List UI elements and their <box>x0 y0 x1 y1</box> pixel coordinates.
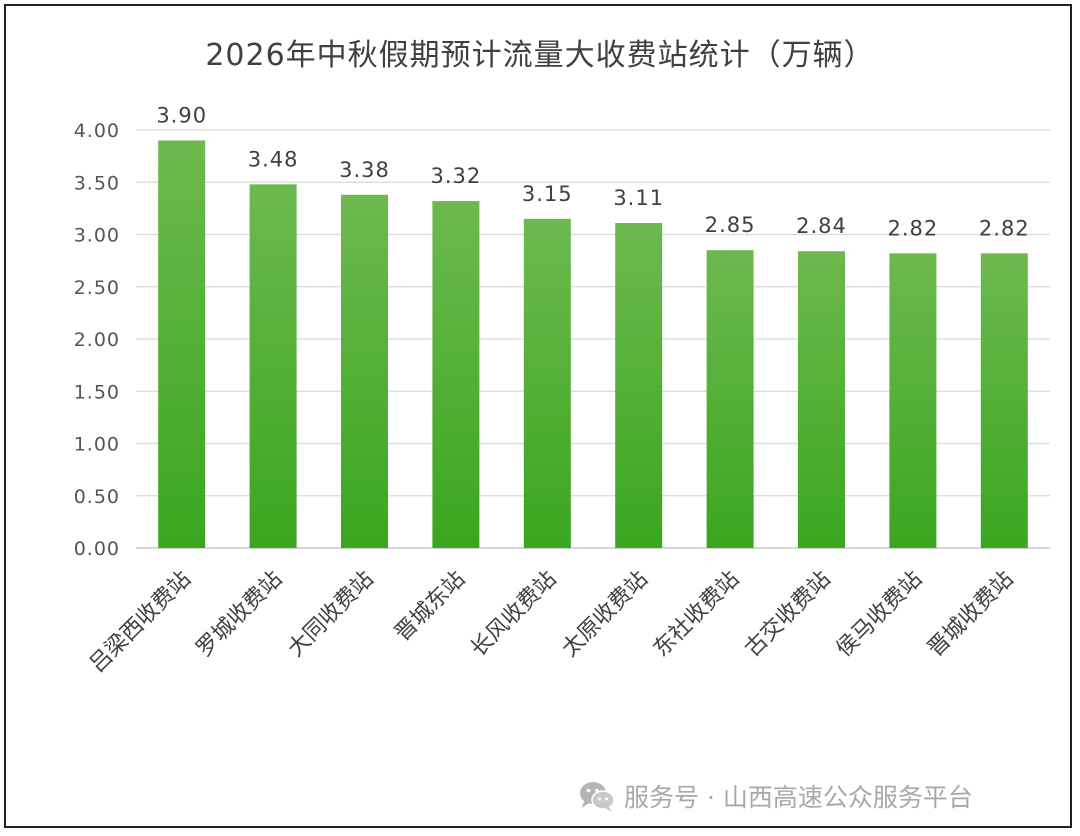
bar <box>889 253 937 548</box>
bars <box>158 140 1028 549</box>
bar <box>432 201 480 548</box>
y-tick-label: 3.00 <box>74 225 120 247</box>
y-tick-label: 1.00 <box>74 434 120 456</box>
watermark: 服务号 · 山西高速公众服务平台 <box>578 776 973 816</box>
data-label: 3.48 <box>248 147 299 171</box>
bar <box>706 250 754 549</box>
data-label: 3.15 <box>522 182 573 206</box>
y-tick-label: 1.50 <box>74 381 120 403</box>
bar <box>798 251 845 548</box>
category-label: 古交收费站 <box>740 567 835 662</box>
chart-title: 2026年中秋假期预计流量大收费站统计（万辆） <box>205 38 875 73</box>
data-label: 3.38 <box>339 158 390 182</box>
category-label: 东社收费站 <box>649 567 744 662</box>
category-label: 太原收费站 <box>557 567 652 662</box>
bar <box>615 223 663 548</box>
bar <box>341 194 388 549</box>
data-label: 3.11 <box>613 186 664 210</box>
data-label: 3.90 <box>156 103 207 127</box>
y-tick-label: 2.50 <box>74 277 120 299</box>
data-label: 2.84 <box>796 214 847 238</box>
bar <box>249 184 297 548</box>
data-label: 2.85 <box>705 213 756 237</box>
category-label: 晋城收费站 <box>923 567 1018 662</box>
data-labels: 3.90 3.48 3.38 3.32 3.15 3.11 2.85 2.84 2.82 2.82 <box>156 103 1030 240</box>
bar <box>158 140 206 548</box>
watermark-text: 服务号 · 山西高速公众服务平台 <box>624 783 973 812</box>
category-label: 大同收费站 <box>283 567 378 662</box>
category-label: 长风收费站 <box>466 567 561 662</box>
category-label: 侯马收费站 <box>832 567 927 662</box>
data-label: 3.32 <box>431 164 482 188</box>
y-tick-label: 4.00 <box>74 120 120 142</box>
bar <box>980 253 1028 548</box>
category-label: 罗城收费站 <box>192 567 287 662</box>
y-tick-label: 0.50 <box>74 486 120 508</box>
y-axis-ticks: 0.00 0.50 1.00 1.50 2.00 2.50 3.00 3.50 4.00 <box>74 120 120 560</box>
y-tick-label: 0.00 <box>74 538 120 560</box>
category-label: 晋城东站 <box>390 567 470 647</box>
y-tick-label: 3.50 <box>74 172 120 194</box>
bar <box>523 218 571 548</box>
category-label: 吕梁西收费站 <box>85 567 196 678</box>
data-label: 2.82 <box>888 216 939 240</box>
wechat-icon <box>580 782 615 812</box>
y-tick-label: 2.00 <box>74 329 120 351</box>
data-label: 2.82 <box>979 216 1030 240</box>
